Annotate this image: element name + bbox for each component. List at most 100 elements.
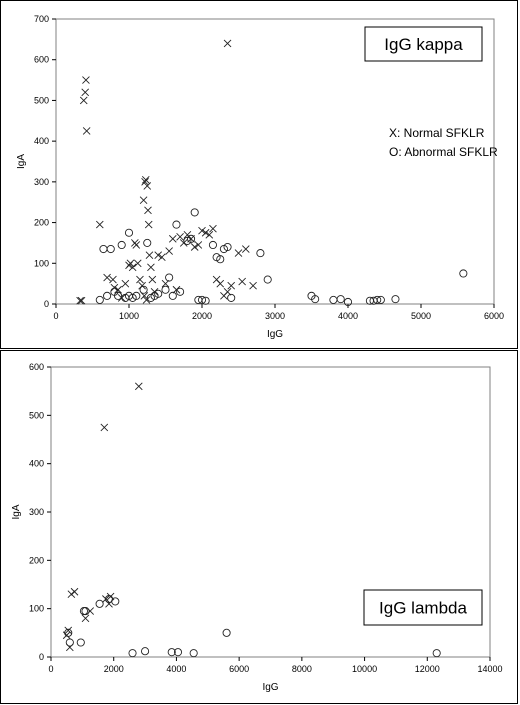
y-axis-title: IgA <box>11 504 22 519</box>
data-point-x <box>121 279 130 288</box>
data-point-x <box>100 423 109 432</box>
data-point-o <box>190 208 199 217</box>
data-point-x <box>128 263 137 272</box>
y-tick-label: 200 <box>34 218 49 228</box>
data-point-o <box>227 293 236 302</box>
legend: X: Normal SFKLR O: Abnormal SFKLR <box>389 126 498 159</box>
legend-entry: X: Normal SFKLR <box>389 126 485 140</box>
x-axis-title: IgG <box>267 329 283 340</box>
y-tick-label: 600 <box>29 362 44 372</box>
data-point-x <box>148 275 157 284</box>
x-tick-label: 3000 <box>265 311 285 321</box>
data-point-o <box>161 285 170 294</box>
y-tick-label: 400 <box>29 459 44 469</box>
data-point-o <box>173 648 183 657</box>
data-point-x <box>134 382 143 391</box>
data-point-x <box>176 233 184 241</box>
data-point-o <box>103 291 112 300</box>
data-point-x <box>168 235 177 243</box>
data-point-x <box>187 235 195 243</box>
x-tick-label: 14000 <box>477 664 502 674</box>
data-point-o <box>114 291 123 300</box>
data-point-x <box>154 251 163 259</box>
data-point-o <box>197 295 207 304</box>
y-tick-label: 500 <box>29 410 44 420</box>
data-point-x <box>132 241 141 249</box>
x-tick-label: 6000 <box>229 664 249 674</box>
data-point-o <box>154 289 163 298</box>
data-point-x <box>198 226 206 235</box>
data-point-o <box>95 599 104 608</box>
data-point-o <box>336 295 345 304</box>
data-point-o <box>64 628 73 637</box>
data-point-o <box>128 649 137 658</box>
data-point-x <box>223 39 232 48</box>
data-point-o <box>141 647 150 656</box>
data-point-o <box>81 607 90 616</box>
data-point-x <box>114 285 122 294</box>
data-point-x <box>126 259 135 268</box>
data-point-x <box>64 626 73 635</box>
data-point-o <box>176 287 185 296</box>
data-point-o <box>201 296 210 305</box>
x-tick-label: 4000 <box>338 311 358 321</box>
data-point-x <box>165 247 173 255</box>
chart-title-box <box>364 26 483 62</box>
data-point-o <box>79 607 88 616</box>
x-tick-label: 12000 <box>415 664 440 674</box>
data-point-x <box>133 259 142 268</box>
data-point-o <box>124 228 134 237</box>
y-tick-label: 300 <box>29 507 44 517</box>
data-point-x <box>81 614 90 623</box>
data-point-x <box>141 178 149 186</box>
data-point-x <box>238 277 246 286</box>
data-point-x <box>143 182 152 190</box>
data-point-x <box>67 590 76 598</box>
scatter-chart-igg-lambda: 0 2000 4000 6000 8000 10000 12000 14000 0 100 200 3… <box>11 362 503 693</box>
data-point-x <box>147 263 155 272</box>
data-point-o <box>139 285 148 294</box>
data-point-x <box>141 176 150 184</box>
data-point-x <box>179 239 188 247</box>
data-point-o <box>391 295 400 304</box>
data-point-x <box>136 275 144 284</box>
data-point-o <box>167 648 176 657</box>
data-point-x <box>103 273 111 282</box>
data-point-o <box>343 297 353 307</box>
data-point-x <box>158 253 166 261</box>
data-point-o <box>189 649 198 658</box>
chart-panel-igg-kappa: 0 1000 2000 3000 4000 5000 6000 0 100 200 300 400 50… <box>0 0 518 349</box>
legend-entry: O: Abnormal SFKLR <box>389 145 498 159</box>
data-point-o <box>459 269 468 278</box>
data-point-x <box>82 127 91 135</box>
data-point-x <box>138 281 146 290</box>
y-tick-label: 200 <box>29 555 44 565</box>
y-tick-label: 0 <box>39 652 44 662</box>
y-tick-label: 300 <box>34 177 49 187</box>
y-tick-label: 600 <box>34 55 49 65</box>
data-point-x <box>241 245 250 253</box>
data-point-x <box>109 275 117 284</box>
chart-title: IgG lambda <box>379 599 467 618</box>
data-point-o <box>263 275 272 284</box>
x-tick-label: 8000 <box>292 664 312 674</box>
data-point-x <box>110 283 119 292</box>
data-point-x <box>249 281 257 290</box>
data-point-o <box>132 291 141 300</box>
data-point-o <box>222 628 231 637</box>
y-tick-label: 400 <box>34 136 49 146</box>
y-tick-label: 0 <box>44 299 49 309</box>
data-point-x <box>77 296 86 305</box>
x-tick-label: 5000 <box>411 311 431 321</box>
data-point-x <box>216 279 225 288</box>
y-tick-label: 100 <box>34 258 49 268</box>
data-point-x <box>102 595 110 603</box>
data-point-x <box>144 220 153 229</box>
x-tick-label: 4000 <box>166 664 186 674</box>
data-point-o <box>311 295 320 304</box>
data-point-o <box>99 244 108 254</box>
data-point-x <box>205 230 214 239</box>
x-tick-label: 10000 <box>352 664 377 674</box>
x-axis-title: IgG <box>262 682 278 693</box>
chart-panel-igg-lambda: 0 2000 4000 6000 8000 10000 12000 14000 0 100 200 3… <box>0 350 518 704</box>
